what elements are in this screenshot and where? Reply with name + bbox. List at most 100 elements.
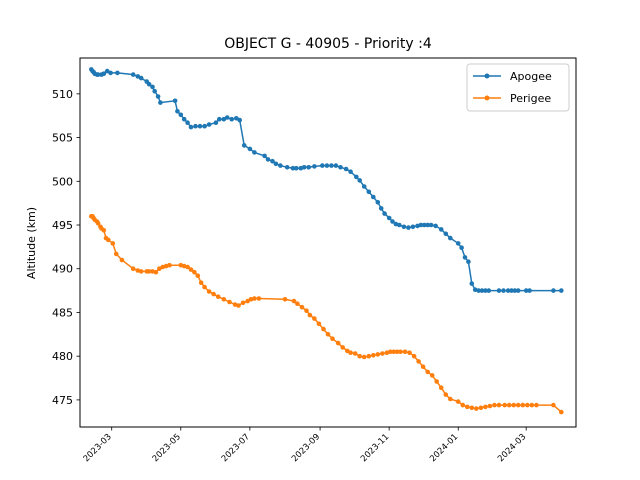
data-point-perigee (434, 379, 440, 384)
data-point-apogee (135, 74, 141, 79)
data-point-apogee (366, 189, 372, 195)
data-point-apogee (270, 158, 275, 164)
data-point-perigee (304, 308, 309, 314)
data-point-perigee (357, 353, 363, 359)
data-point-perigee (474, 406, 479, 411)
data-point-perigee (407, 350, 412, 356)
data-point-apogee (217, 116, 222, 122)
data-point-perigee (529, 402, 535, 408)
data-point-perigee (502, 402, 508, 408)
data-point-perigee (195, 273, 201, 279)
data-point-perigee (206, 289, 212, 294)
data-point-apogee (234, 116, 239, 121)
data-point-perigee (113, 251, 119, 257)
data-point-perigee (106, 237, 111, 243)
data-point-apogee (418, 222, 424, 228)
data-point-apogee (410, 224, 416, 230)
data-point-apogee (354, 174, 359, 180)
data-point-perigee (425, 369, 431, 375)
data-point-perigee (198, 280, 204, 286)
data-point-apogee (448, 235, 453, 241)
data-point-apogee (224, 115, 230, 120)
data-point-apogee (294, 165, 299, 171)
y-tick-label: 480 (52, 350, 73, 363)
data-point-apogee (333, 163, 339, 168)
data-point-apogee (466, 259, 471, 265)
y-axis-label: Altitude (km) (25, 207, 38, 279)
chart-title: OBJECT G - 40905 - Priority :4 (224, 36, 432, 52)
data-point-perigee (506, 402, 512, 408)
data-point-perigee (388, 349, 393, 355)
data-point-perigee (534, 402, 539, 408)
data-point-perigee (366, 353, 372, 359)
data-point-apogee (324, 163, 330, 168)
data-point-perigee (375, 352, 381, 357)
y-tick-label: 495 (52, 219, 73, 232)
data-point-perigee (361, 354, 367, 360)
legend-apogee-marker (484, 73, 490, 79)
data-point-perigee (496, 402, 502, 408)
data-point-perigee (240, 300, 246, 306)
data-point-apogee (284, 165, 290, 170)
data-point-perigee (202, 284, 207, 290)
data-point-apogee (509, 288, 514, 293)
data-point-apogee (193, 123, 198, 129)
data-point-perigee (483, 404, 488, 410)
y-tick-label: 510 (52, 88, 73, 101)
data-point-perigee (153, 269, 159, 275)
data-point-apogee (158, 100, 163, 105)
y-tick-label: 505 (52, 132, 73, 145)
legend-apogee-label: Apogee (510, 70, 552, 83)
data-point-perigee (443, 392, 449, 397)
data-point-apogee (371, 194, 376, 200)
data-point-apogee (386, 215, 392, 221)
data-point-perigee (307, 312, 313, 318)
data-point-apogee (406, 225, 411, 230)
data-point-apogee (422, 222, 427, 228)
data-point-apogee (115, 70, 120, 76)
data-point-perigee (157, 266, 162, 272)
data-point-perigee (394, 349, 400, 355)
data-point-perigee (325, 332, 331, 337)
data-point-apogee (262, 153, 267, 159)
series-layer (89, 67, 564, 415)
data-point-apogee (101, 71, 107, 76)
data-point-apogee (138, 75, 144, 81)
y-tick-label: 475 (52, 394, 73, 407)
data-point-apogee (175, 109, 180, 114)
data-point-perigee (215, 294, 221, 300)
data-point-perigee (95, 221, 101, 226)
data-point-apogee (343, 166, 349, 172)
data-point-perigee (420, 364, 426, 370)
data-point-perigee (101, 228, 107, 233)
data-point-perigee (299, 304, 305, 310)
data-point-apogee (459, 245, 464, 250)
data-point-apogee (202, 123, 207, 129)
data-point-perigee (455, 399, 461, 404)
data-point-apogee (152, 88, 157, 94)
data-point-apogee (312, 164, 317, 169)
data-point-apogee (172, 98, 178, 104)
y-axis-ticks: 475 480 485 490 495 500 505 510 (52, 88, 80, 407)
data-point-apogee (357, 178, 363, 183)
data-point-perigee (321, 326, 326, 332)
data-point-perigee (515, 402, 521, 408)
data-point-apogee (455, 241, 461, 246)
axes-frame (79, 57, 577, 428)
data-point-apogee (551, 288, 556, 293)
data-point-perigee (221, 297, 227, 302)
data-point-apogee (515, 288, 521, 293)
data-point-perigee (138, 269, 144, 274)
data-point-perigee (252, 296, 257, 301)
data-point-apogee (185, 120, 190, 125)
data-point-perigee (295, 301, 300, 307)
data-point-apogee (425, 222, 431, 228)
data-point-perigee (429, 373, 435, 378)
data-point-apogee (273, 161, 279, 167)
data-point-perigee (192, 269, 197, 275)
data-point-perigee (511, 402, 516, 408)
data-point-perigee (478, 405, 484, 411)
data-point-apogee (155, 94, 161, 99)
data-point-perigee (520, 402, 526, 408)
data-point-perigee (291, 298, 297, 304)
